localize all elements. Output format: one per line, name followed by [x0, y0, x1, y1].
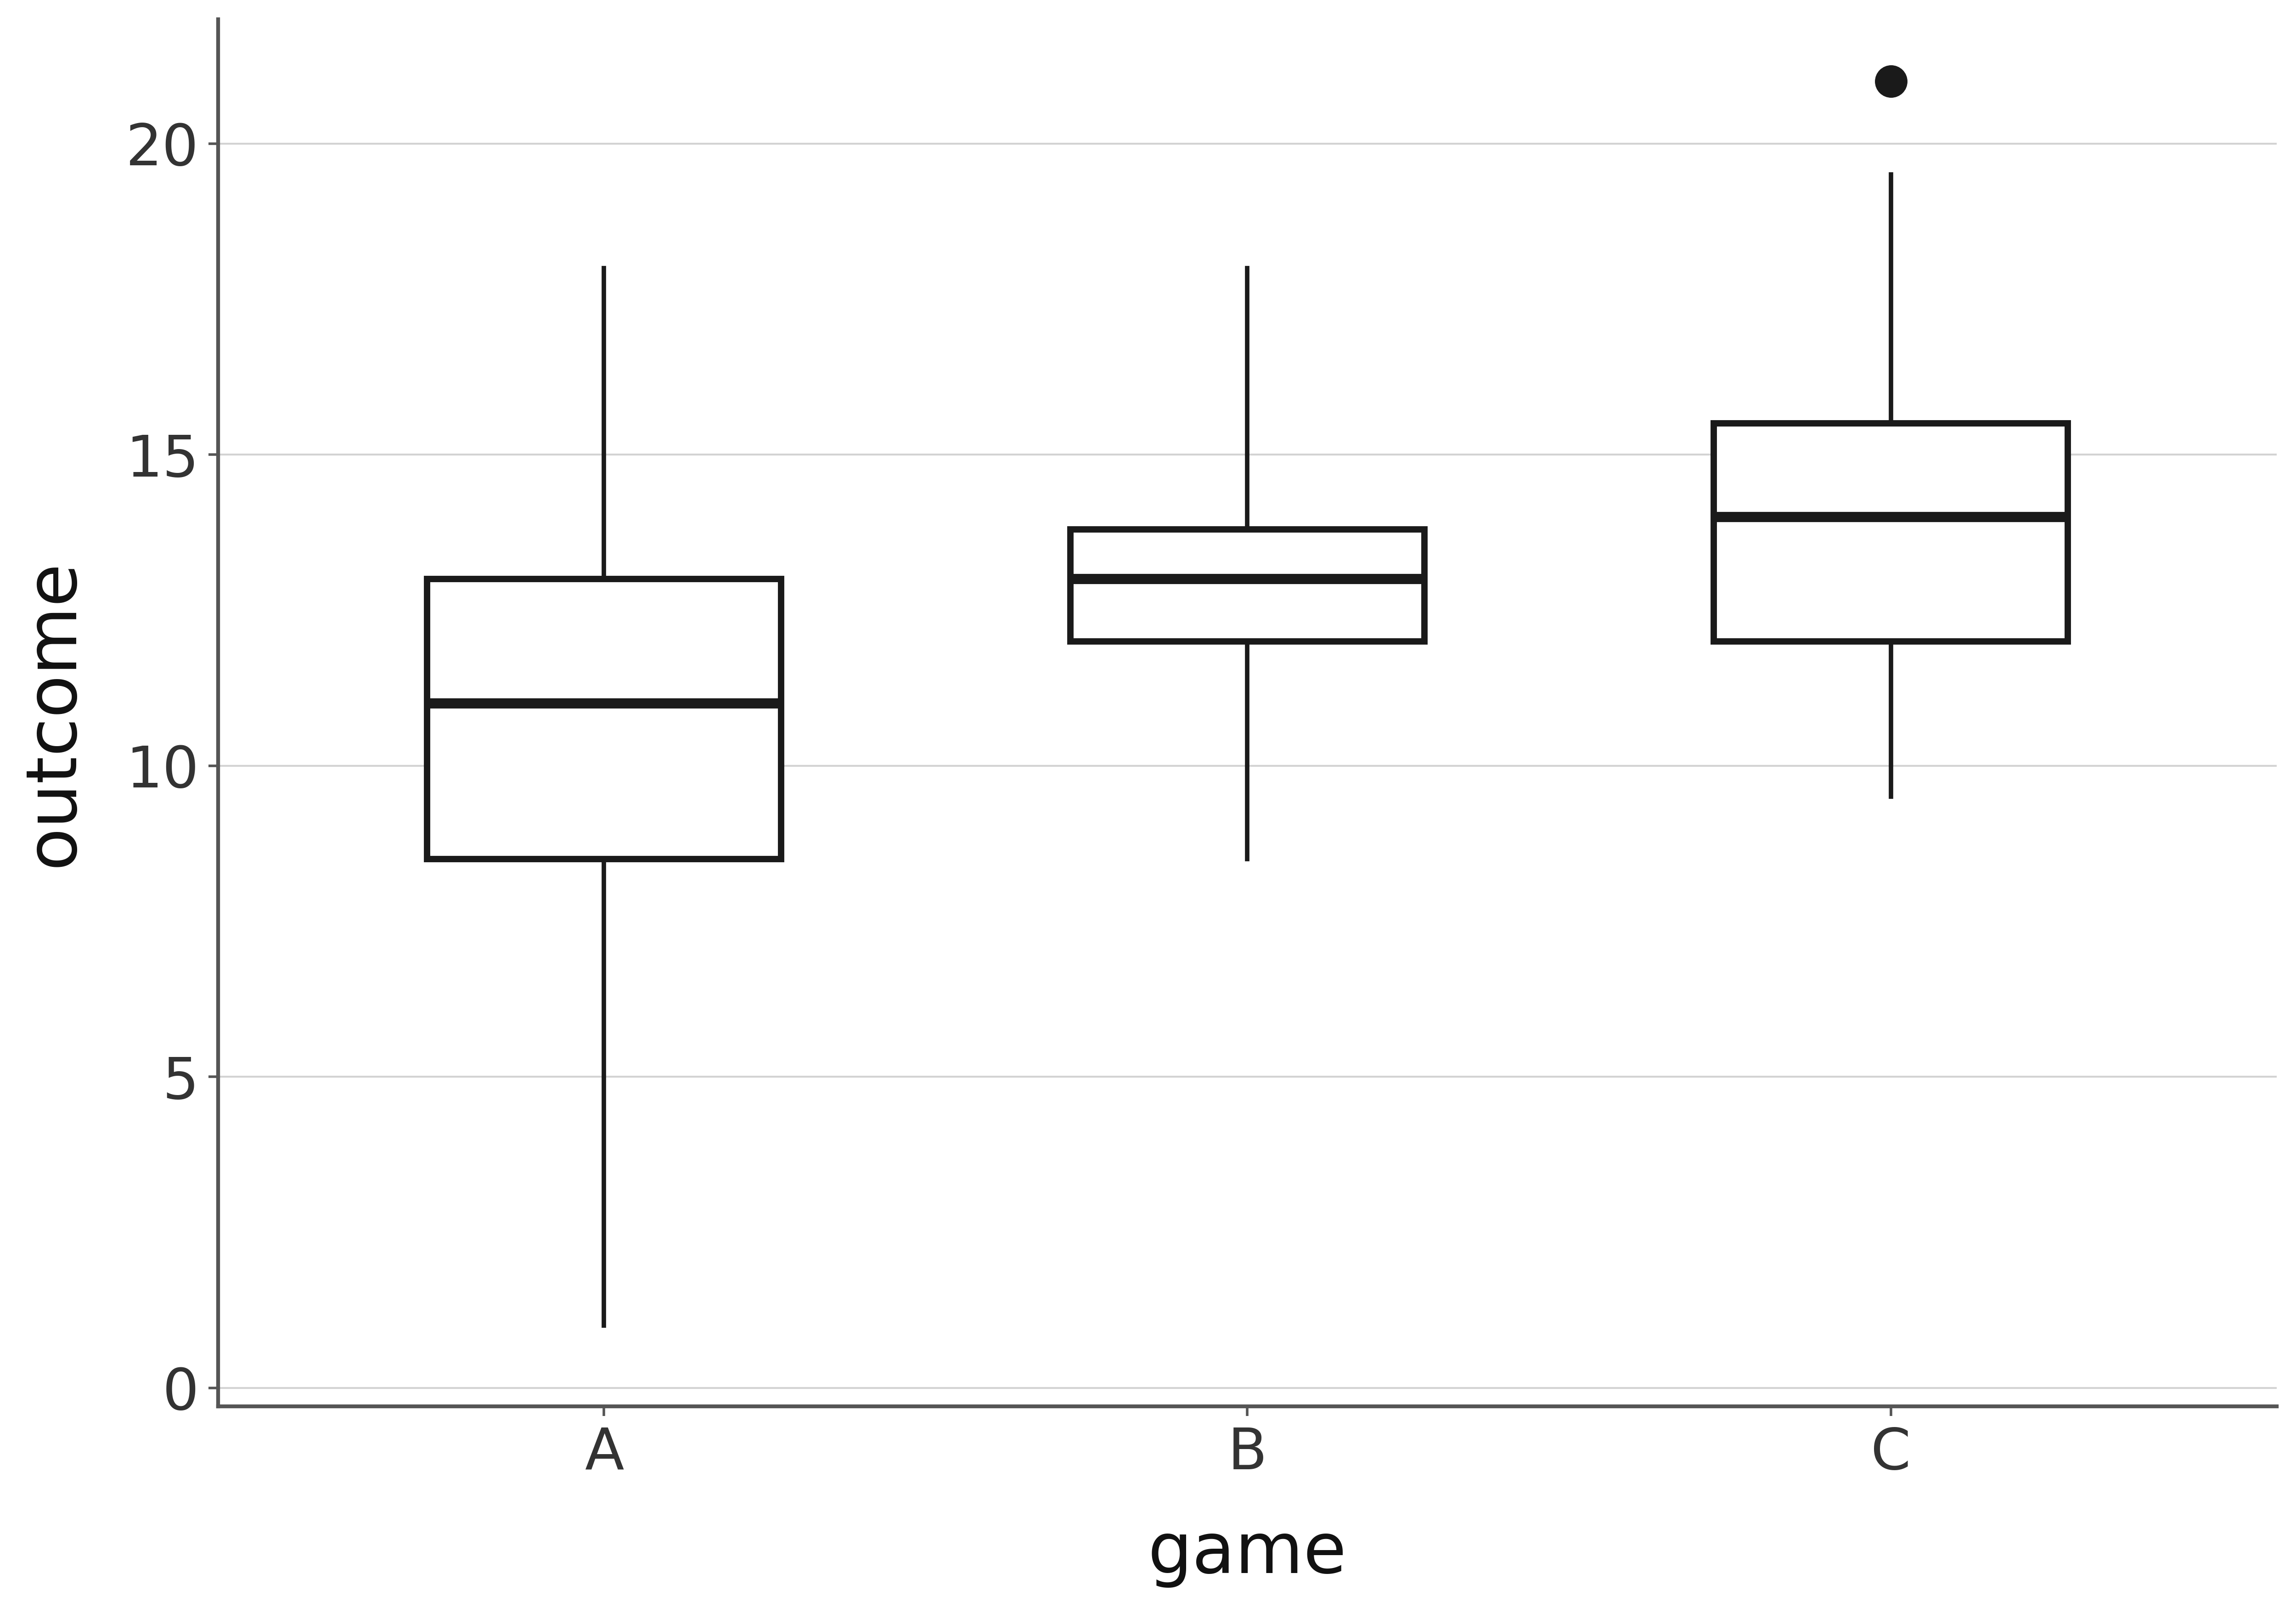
FancyBboxPatch shape: [1713, 424, 2069, 641]
X-axis label: game: game: [1148, 1520, 1348, 1588]
Y-axis label: outcome: outcome: [18, 559, 87, 866]
FancyBboxPatch shape: [1070, 529, 1424, 641]
FancyBboxPatch shape: [427, 579, 781, 860]
